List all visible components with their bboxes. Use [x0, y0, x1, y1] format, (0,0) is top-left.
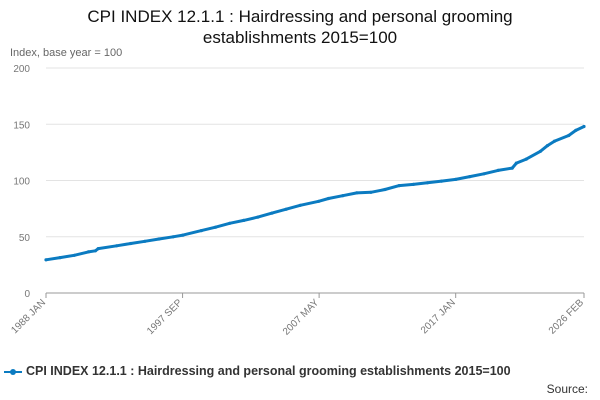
data-point-0-23 [355, 191, 359, 195]
chart-title-line-2: establishments 2015=100 [202, 28, 398, 47]
data-point-0-3 [86, 250, 90, 254]
data-point-0-39 [553, 139, 557, 143]
x-tick-label-3: 2017 JAN [419, 297, 458, 336]
y-axis-label: Index, base year = 100 [10, 47, 122, 59]
chart-title: CPI INDEX 12.1.1 : Hairdressing and pers… [0, 6, 600, 48]
y-axis-ticks: 0 50 100 150 200 [13, 64, 30, 300]
y-tick-label-0: 0 [24, 289, 30, 300]
source-label: Source: [546, 382, 588, 396]
data-point-0-38 [545, 144, 550, 148]
data-point-0-42 [582, 124, 586, 129]
data-point-0-2 [72, 253, 76, 257]
data-point-0-12 [199, 229, 203, 233]
y-tick-label-200: 200 [13, 64, 30, 75]
data-point-0-10 [171, 235, 175, 239]
x-tick-label-1: 1997 SEP [145, 297, 185, 337]
data-point-0-32 [482, 172, 486, 176]
y-tick-label-50: 50 [19, 233, 31, 244]
data-point-0-28 [425, 181, 429, 185]
data-point-0-37 [538, 149, 543, 153]
legend-series-label: CPI INDEX 12.1.1 : Hairdressing and pers… [26, 364, 511, 378]
data-point-0-19 [298, 203, 302, 207]
x-tick-label-4: 2026 FEB [547, 297, 586, 336]
data-point-0-22 [341, 194, 345, 198]
series-line-0 [44, 125, 586, 262]
data-point-0-24 [369, 190, 373, 194]
y-tick-label-100: 100 [13, 177, 30, 188]
x-tick-label-2: 2007 MAY [281, 297, 322, 338]
data-point-0-41 [574, 128, 578, 132]
x-tick-label-0: 1988 JAN [9, 297, 48, 336]
data-point-0-13 [213, 225, 218, 229]
data-point-0-9 [157, 237, 161, 241]
data-point-0-8 [143, 239, 147, 243]
data-point-0-25 [383, 187, 387, 192]
data-point-0-31 [468, 175, 472, 179]
grid-lines [46, 67, 584, 238]
data-point-0-18 [284, 207, 288, 211]
data-point-0-17 [270, 211, 274, 215]
data-point-0-30 [454, 177, 458, 181]
data-point-0-33 [496, 168, 500, 172]
data-point-0-0 [44, 258, 48, 262]
data-point-0-5 [96, 247, 100, 251]
data-point-0-26 [397, 184, 401, 188]
data-point-0-36 [524, 157, 528, 161]
data-point-0-14 [228, 221, 232, 225]
data-point-0-20 [317, 199, 321, 203]
legend-swatch-icon [4, 368, 22, 375]
data-point-0-6 [115, 244, 119, 248]
data-point-0-34 [510, 166, 514, 170]
data-point-0-11 [181, 233, 185, 237]
data-point-0-35 [514, 161, 519, 165]
series-layer [44, 124, 586, 262]
data-point-0-7 [129, 241, 133, 246]
x-axis-ticks: 1988 JAN 1997 SEP 2007 MAY 2017 JAN 2026 FEB [9, 293, 586, 338]
legend: CPI INDEX 12.1.1 : Hairdressing and pers… [4, 364, 600, 378]
data-point-0-1 [58, 256, 62, 260]
y-tick-label-150: 150 [13, 120, 30, 131]
data-point-0-21 [326, 196, 331, 201]
data-point-0-29 [440, 179, 444, 183]
chart-title-line-1: CPI INDEX 12.1.1 : Hairdressing and pers… [87, 7, 513, 26]
data-point-0-40 [567, 133, 571, 138]
data-point-0-27 [411, 182, 415, 186]
data-point-0-15 [242, 218, 246, 222]
data-point-0-16 [256, 215, 260, 219]
data-point-0-4 [93, 249, 97, 253]
